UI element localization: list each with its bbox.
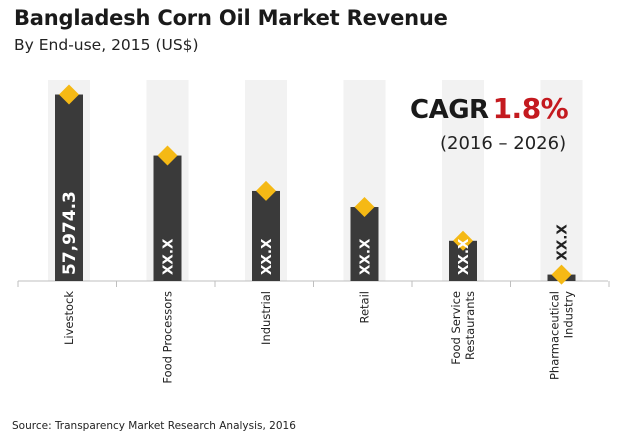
category-label: Livestock (62, 291, 76, 345)
data-label: XX.X (554, 224, 570, 261)
bar (55, 94, 83, 282)
bar (252, 190, 280, 281)
category-label: Food Service (449, 291, 463, 365)
cagr-period: (2016 – 2026) (440, 133, 567, 154)
column-background (540, 80, 583, 281)
bar-marker (354, 197, 375, 218)
chart-subtitle: By End-use, 2015 (US$) (14, 36, 199, 54)
category-label: Restaurants (463, 291, 477, 360)
bar-marker (453, 230, 473, 251)
bar (350, 207, 379, 281)
cagr-annotation: CAGR 1.8% (410, 92, 569, 125)
chart-title: Bangladesh Corn Oil Market Revenue (14, 6, 448, 30)
bar-marker (59, 84, 79, 105)
source-note: Source: Transparency Market Research Ana… (12, 420, 296, 432)
category-label: Industry (562, 291, 576, 338)
bar-marker (256, 180, 276, 201)
cagr-label: CAGR (410, 95, 489, 125)
bar (153, 155, 182, 281)
category-label: Retail (358, 291, 372, 324)
data-label: XX.X (357, 238, 373, 275)
category-label: Industrial (259, 291, 273, 345)
data-label: XX.X (456, 238, 472, 275)
data-label: XX.X (160, 238, 176, 275)
category-label: Food Processors (161, 291, 175, 384)
cagr-value: 1.8% (492, 92, 569, 125)
bar-marker (157, 145, 178, 166)
data-label: XX.X (259, 238, 275, 275)
category-label: Pharmaceutical (548, 291, 562, 380)
bar-marker (551, 264, 572, 285)
data-label: 57,974.3 (60, 191, 80, 275)
